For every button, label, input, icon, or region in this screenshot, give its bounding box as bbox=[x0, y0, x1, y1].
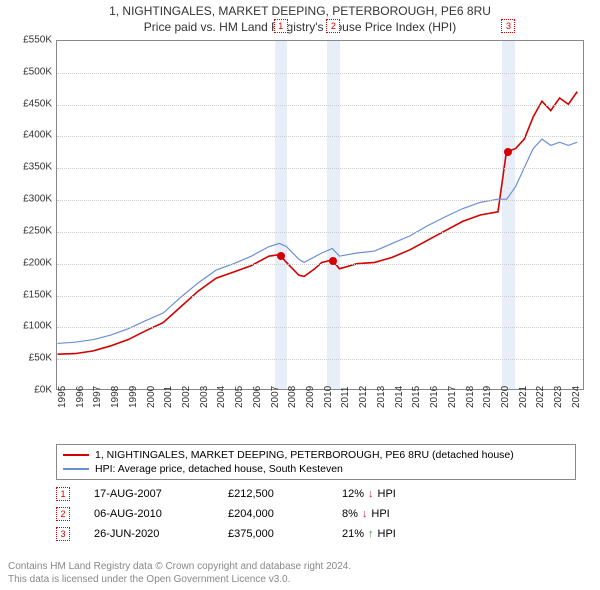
sale-point bbox=[277, 252, 285, 260]
x-axis-label: 2021 bbox=[518, 386, 529, 408]
sales-table: 1 17-AUG-2007 £212,500 12%↓HPI 2 06-AUG-2010 £… bbox=[56, 484, 396, 544]
x-axis-label: 2000 bbox=[146, 386, 157, 408]
y-axis-label: £200K bbox=[8, 257, 52, 268]
sale-row: 3 26-JUN-2020 £375,000 21%↑HPI bbox=[56, 524, 396, 544]
x-axis-label: 2008 bbox=[287, 386, 298, 408]
x-axis-label: 2003 bbox=[199, 386, 210, 408]
sale-marker: 1 bbox=[274, 19, 288, 33]
legend-row: HPI: Average price, detached house, Sout… bbox=[63, 462, 569, 476]
legend-label: HPI: Average price, detached house, Sout… bbox=[95, 463, 343, 475]
x-axis-label: 1998 bbox=[110, 386, 121, 408]
sale-row: 2 06-AUG-2010 £204,000 8%↓HPI bbox=[56, 504, 396, 524]
series-property bbox=[58, 92, 578, 355]
y-axis-label: £400K bbox=[8, 130, 52, 141]
footer-line1: Contains HM Land Registry data © Crown c… bbox=[8, 560, 351, 573]
y-axis-label: £150K bbox=[8, 289, 52, 300]
chart-svg bbox=[57, 41, 583, 389]
x-axis-label: 2006 bbox=[252, 386, 263, 408]
sale-index-icon: 3 bbox=[56, 527, 70, 541]
sale-point bbox=[504, 148, 512, 156]
y-axis-label: £450K bbox=[8, 98, 52, 109]
sale-marker: 3 bbox=[501, 19, 515, 33]
arrow-up-icon: ↑ bbox=[368, 528, 374, 540]
y-axis-label: £300K bbox=[8, 194, 52, 205]
x-axis-label: 2004 bbox=[216, 386, 227, 408]
sale-point bbox=[329, 257, 337, 265]
footer-line2: This data is licensed under the Open Gov… bbox=[8, 573, 351, 586]
x-axis-label: 2016 bbox=[429, 386, 440, 408]
legend-swatch bbox=[63, 454, 89, 456]
series-hpi bbox=[58, 139, 578, 343]
x-axis-label: 2005 bbox=[234, 386, 245, 408]
sale-index-icon: 2 bbox=[56, 507, 70, 521]
x-axis-label: 2014 bbox=[394, 386, 405, 408]
sale-date: 06-AUG-2010 bbox=[94, 508, 204, 520]
sale-price: £204,000 bbox=[228, 508, 318, 520]
sale-price: £212,500 bbox=[228, 488, 318, 500]
sale-hpi-diff: 12%↓HPI bbox=[342, 488, 396, 500]
x-axis-label: 2012 bbox=[358, 386, 369, 408]
x-axis-label: 1997 bbox=[92, 386, 103, 408]
sale-date: 26-JUN-2020 bbox=[94, 528, 204, 540]
y-axis-label: £50K bbox=[8, 353, 52, 364]
legend: 1, NIGHTINGALES, MARKET DEEPING, PETERBO… bbox=[56, 444, 576, 480]
x-axis-label: 2010 bbox=[323, 386, 334, 408]
sale-date: 17-AUG-2007 bbox=[94, 488, 204, 500]
sale-hpi-diff: 8%↓HPI bbox=[342, 508, 390, 520]
sale-price: £375,000 bbox=[228, 528, 318, 540]
x-axis-label: 2020 bbox=[500, 386, 511, 408]
sale-hpi-diff: 21%↑HPI bbox=[342, 528, 396, 540]
y-axis-label: £0K bbox=[8, 385, 52, 396]
x-axis-label: 1996 bbox=[75, 386, 86, 408]
y-axis-label: £500K bbox=[8, 66, 52, 77]
y-axis-label: £100K bbox=[8, 321, 52, 332]
legend-row: 1, NIGHTINGALES, MARKET DEEPING, PETERBO… bbox=[63, 448, 569, 462]
x-axis-label: 1995 bbox=[57, 386, 68, 408]
x-axis-label: 2002 bbox=[181, 386, 192, 408]
y-axis-label: £250K bbox=[8, 225, 52, 236]
legend-label: 1, NIGHTINGALES, MARKET DEEPING, PETERBO… bbox=[95, 449, 514, 461]
x-axis-label: 2009 bbox=[305, 386, 316, 408]
y-axis-label: £550K bbox=[8, 35, 52, 46]
x-axis-label: 2013 bbox=[376, 386, 387, 408]
plot-region: 1231995199619971998199920002001200220032… bbox=[56, 40, 584, 390]
sale-row: 1 17-AUG-2007 £212,500 12%↓HPI bbox=[56, 484, 396, 504]
x-axis-label: 2022 bbox=[535, 386, 546, 408]
arrow-down-icon: ↓ bbox=[362, 508, 368, 520]
x-axis-label: 2007 bbox=[270, 386, 281, 408]
x-axis-label: 2023 bbox=[553, 386, 564, 408]
x-axis-label: 2019 bbox=[482, 386, 493, 408]
arrow-down-icon: ↓ bbox=[368, 488, 374, 500]
sale-index-icon: 1 bbox=[56, 487, 70, 501]
x-axis-label: 2024 bbox=[571, 386, 582, 408]
sale-marker: 2 bbox=[326, 19, 340, 33]
x-axis-label: 2001 bbox=[163, 386, 174, 408]
y-axis-label: £350K bbox=[8, 162, 52, 173]
x-axis-label: 2011 bbox=[340, 386, 351, 408]
chart-title: 1, NIGHTINGALES, MARKET DEEPING, PETERBO… bbox=[0, 0, 600, 18]
x-axis-label: 1999 bbox=[128, 386, 139, 408]
chart-area: £0K £50K £100K £150K £200K £250K £300K £350K £40… bbox=[8, 40, 592, 420]
x-axis-label: 2018 bbox=[465, 386, 476, 408]
footer: Contains HM Land Registry data © Crown c… bbox=[8, 560, 351, 586]
x-axis-label: 2017 bbox=[447, 386, 458, 408]
x-axis-label: 2015 bbox=[411, 386, 422, 408]
legend-swatch bbox=[63, 468, 89, 470]
